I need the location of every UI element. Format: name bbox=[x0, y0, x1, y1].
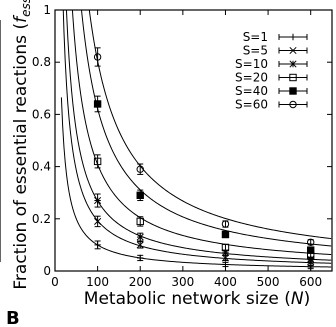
y-tick-label: 0.4 bbox=[32, 160, 51, 174]
x-tick-label: 200 bbox=[129, 275, 152, 289]
data-point bbox=[221, 220, 230, 228]
data-point bbox=[136, 241, 144, 249]
data-point bbox=[137, 254, 144, 262]
legend-marker bbox=[289, 33, 297, 41]
marker-part bbox=[221, 220, 230, 228]
legend: S=1S=5S=10S=20S=40S=60 bbox=[235, 30, 308, 112]
legend-label: S=10 bbox=[235, 57, 268, 71]
legend-marker bbox=[289, 60, 297, 68]
fit-curve-S=60 bbox=[88, 10, 332, 240]
legend-label: S=60 bbox=[235, 98, 268, 112]
marker-part bbox=[289, 46, 297, 55]
marker-part bbox=[289, 87, 297, 95]
data-point bbox=[136, 191, 144, 200]
marker-part bbox=[221, 243, 230, 252]
marker-part bbox=[221, 230, 230, 239]
x-tick-label: 300 bbox=[171, 275, 194, 289]
y-axis-label: Fraction of essential reactions (fess) bbox=[11, 0, 33, 290]
legend-marker bbox=[289, 73, 297, 82]
data-point bbox=[93, 157, 102, 166]
fit-curve-S=5 bbox=[62, 10, 332, 264]
legend-marker bbox=[289, 87, 297, 95]
data-point bbox=[221, 230, 230, 239]
fit-curve-S=40 bbox=[81, 10, 332, 247]
plot-frame bbox=[54, 9, 333, 272]
marker-part bbox=[136, 191, 144, 200]
data-point bbox=[94, 196, 102, 205]
legend-label: S=40 bbox=[235, 84, 268, 98]
data-point bbox=[306, 246, 315, 254]
error-bar bbox=[94, 47, 101, 67]
data-point bbox=[136, 165, 144, 173]
data-point bbox=[136, 217, 144, 226]
x-tick-label: 100 bbox=[86, 275, 109, 289]
error-bar bbox=[94, 154, 101, 169]
x-tick-label: 500 bbox=[257, 275, 280, 289]
x-tick-label: 0 bbox=[51, 275, 59, 289]
y-tick-label: 0.8 bbox=[32, 55, 51, 69]
y-tick-label: 0 bbox=[43, 264, 51, 278]
x-axis-label: Metabolic network size (N) bbox=[84, 289, 310, 309]
marker-part bbox=[93, 53, 102, 61]
data-point bbox=[93, 53, 102, 61]
x-tick-label: 600 bbox=[299, 275, 322, 289]
marker-part bbox=[94, 217, 102, 225]
legend-marker bbox=[289, 100, 297, 109]
marker-part bbox=[136, 165, 144, 173]
panel-label: B bbox=[6, 308, 20, 327]
legend-label: S=1 bbox=[243, 30, 268, 44]
marker-part bbox=[93, 100, 102, 108]
marker-part bbox=[306, 246, 315, 254]
marker-part bbox=[94, 196, 102, 205]
data-point bbox=[94, 241, 101, 249]
marker-part bbox=[93, 157, 102, 166]
marker-part bbox=[136, 233, 144, 241]
legend-marker bbox=[289, 46, 297, 55]
legend-label: S=5 bbox=[243, 44, 268, 58]
y-tick-label: 1 bbox=[43, 3, 51, 17]
data-point bbox=[94, 217, 102, 225]
data-point bbox=[93, 100, 102, 108]
marker-part bbox=[289, 60, 297, 68]
marker-part bbox=[136, 241, 144, 249]
marker-part bbox=[289, 73, 297, 82]
fit-curve-S=20 bbox=[71, 10, 332, 256]
data-point bbox=[306, 238, 315, 246]
data-point bbox=[307, 263, 314, 271]
data-point bbox=[221, 243, 230, 252]
y-tick-label: 0.6 bbox=[32, 107, 51, 121]
x-tick-label: 400 bbox=[214, 275, 237, 289]
fit-curve-S=10 bbox=[65, 10, 332, 261]
legend-label: S=20 bbox=[235, 71, 268, 85]
fit-curve-S=1 bbox=[60, 97, 332, 268]
data-point bbox=[136, 233, 144, 241]
y-tick-label: 0.2 bbox=[32, 212, 51, 226]
plot-area: 0 100 200 300 400 500 600 0 0.2 0.4 0.6 0.8 1 bbox=[32, 3, 333, 289]
marker-part bbox=[306, 238, 315, 246]
marker-part bbox=[289, 100, 297, 109]
marker-part bbox=[136, 217, 144, 226]
data-point bbox=[222, 261, 229, 268]
